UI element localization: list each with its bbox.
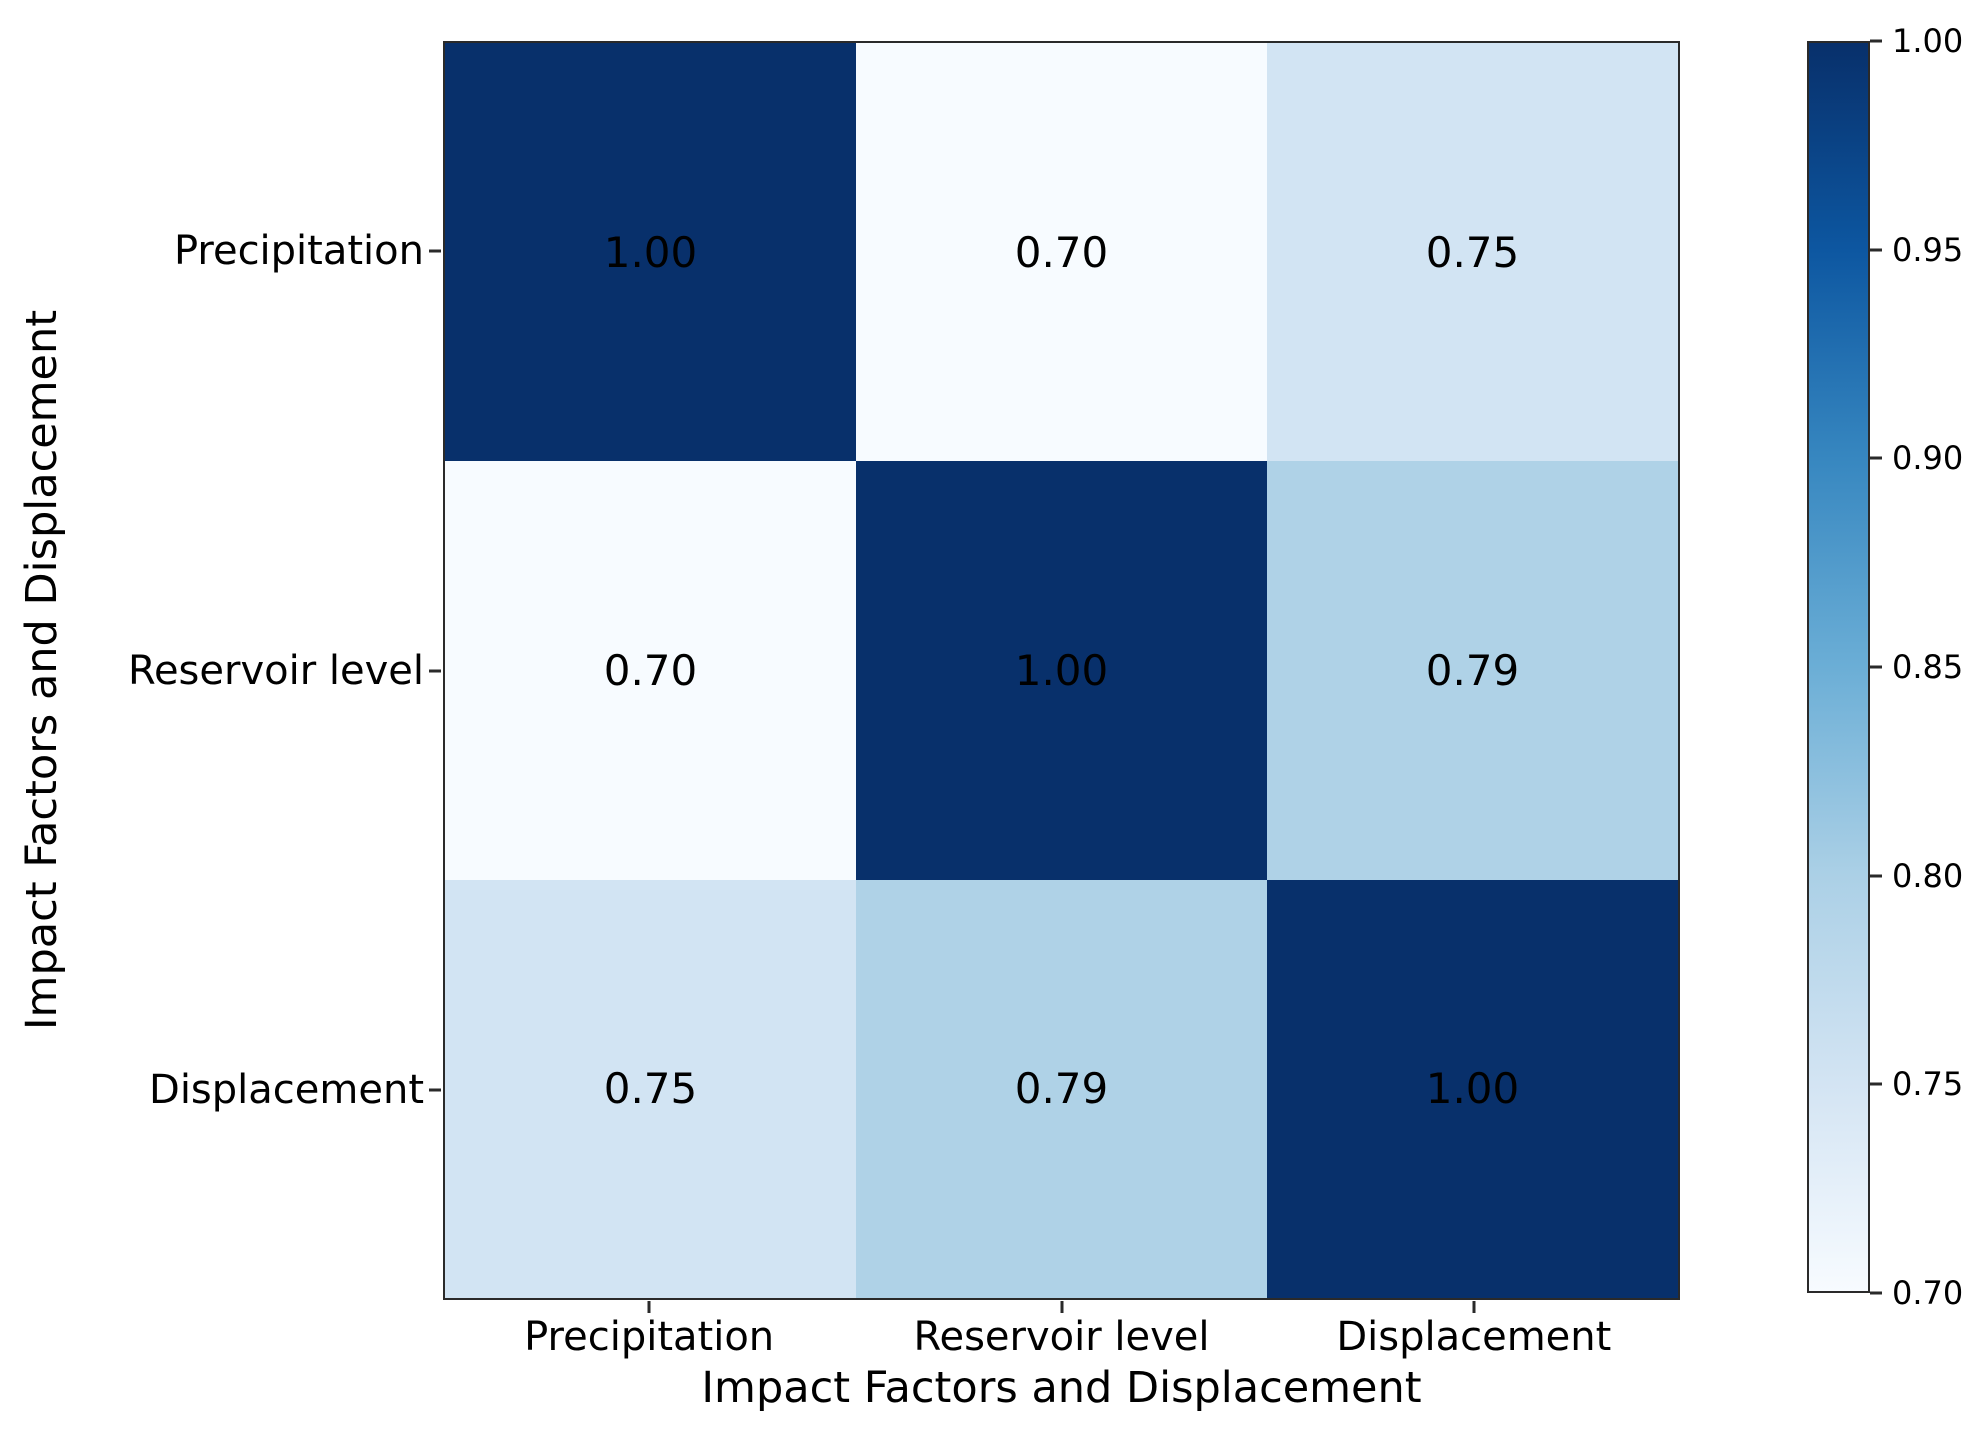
heatmap-cell: 0.75 (445, 879, 856, 1298)
colorbar-tick-label: 0.85 (1892, 648, 1964, 686)
heatmap-grid: 1.00 0.70 0.75 0.70 1.00 0.79 0.75 0.79 1.00 (443, 41, 1680, 1300)
colorbar-tick-label: 0.75 (1892, 1065, 1964, 1104)
heatmap-cell: 1.00 (445, 43, 856, 462)
colorbar-tick-label: 1.00 (1892, 22, 1964, 60)
x-tick-mark (647, 1301, 651, 1313)
y-tick-mark (429, 249, 441, 253)
colorbar-tick-mark (1870, 1291, 1882, 1295)
heatmap-cell: 0.75 (1267, 43, 1678, 462)
heatmap-cell: 1.00 (1267, 879, 1678, 1298)
x-tick-label: Displacement (1336, 1314, 1612, 1360)
heatmap-cell: 0.79 (1267, 461, 1678, 880)
x-tick-mark (1472, 1301, 1476, 1313)
colorbar-tick-mark (1870, 665, 1882, 669)
y-tick-label: Precipitation (173, 227, 424, 274)
colorbar-tick-mark (1870, 39, 1882, 43)
y-tick-label: Displacement (149, 1067, 424, 1114)
colorbar-tick-label: 0.90 (1892, 439, 1964, 478)
x-tick-label: Precipitation (524, 1314, 775, 1360)
y-tick-mark (429, 669, 441, 672)
heatmap-cell: 0.70 (856, 43, 1267, 462)
colorbar-tick-label: 0.95 (1892, 230, 1964, 269)
x-axis-title: Impact Factors and Displacement (701, 1363, 1422, 1413)
colorbar-tick-mark (1870, 248, 1882, 252)
y-tick-label: Reservoir level (127, 647, 424, 694)
heatmap-cell: 0.79 (856, 879, 1267, 1298)
colorbar-gradient (1807, 41, 1870, 1293)
x-tick-label: Reservoir level (913, 1314, 1210, 1360)
colorbar-tick-label: 0.80 (1892, 856, 1964, 895)
colorbar-tick-label: 0.70 (1892, 1274, 1964, 1312)
colorbar-tick-mark (1870, 456, 1882, 460)
x-tick-mark (1060, 1301, 1063, 1313)
heatmap-cell: 0.70 (445, 461, 856, 880)
colorbar-tick-mark (1870, 1082, 1882, 1086)
heatmap-cell: 1.00 (856, 461, 1267, 880)
colorbar-tick-mark (1870, 874, 1882, 878)
y-tick-mark (429, 1088, 441, 1092)
